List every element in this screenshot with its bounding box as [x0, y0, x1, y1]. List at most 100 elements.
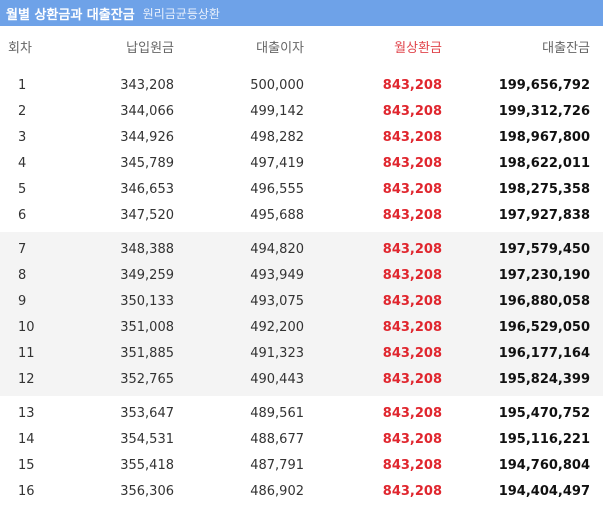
- cell-principal: 350,133: [60, 294, 174, 309]
- table-header: 회차 납입원금 대출이자 월상환금 대출잔금: [0, 26, 603, 66]
- cell-no: 13: [0, 406, 60, 421]
- table-row: 7 348,388 494,820 843,208 197,579,450: [0, 236, 603, 262]
- cell-principal: 348,388: [60, 242, 174, 257]
- cell-no: 16: [0, 484, 60, 499]
- section-title: 월별 상환금과 대출잔금: [6, 4, 135, 23]
- cell-balance: 195,470,752: [442, 406, 590, 421]
- cell-principal: 355,418: [60, 458, 174, 473]
- table-row: 4 345,789 497,419 843,208 198,622,011: [0, 150, 603, 176]
- cell-balance: 197,230,190: [442, 268, 590, 283]
- cell-balance: 194,760,804: [442, 458, 590, 473]
- table-row: 14 354,531 488,677 843,208 195,116,221: [0, 426, 603, 452]
- cell-principal: 347,520: [60, 208, 174, 223]
- cell-payment: 843,208: [304, 346, 442, 361]
- cell-interest: 486,902: [174, 484, 304, 499]
- cell-interest: 491,323: [174, 346, 304, 361]
- cell-principal: 351,008: [60, 320, 174, 335]
- cell-principal: 344,066: [60, 104, 174, 119]
- cell-balance: 197,927,838: [442, 208, 590, 223]
- table-row: 1 343,208 500,000 843,208 199,656,792: [0, 72, 603, 98]
- cell-interest: 487,791: [174, 458, 304, 473]
- cell-payment: 843,208: [304, 104, 442, 119]
- table-row: 12 352,765 490,443 843,208 195,824,399: [0, 366, 603, 392]
- cell-no: 12: [0, 372, 60, 387]
- cell-payment: 843,208: [304, 372, 442, 387]
- column-header-balance: 대출잔금: [442, 37, 590, 56]
- cell-payment: 843,208: [304, 78, 442, 93]
- cell-balance: 199,312,726: [442, 104, 590, 119]
- cell-payment: 843,208: [304, 130, 442, 145]
- cell-no: 11: [0, 346, 60, 361]
- cell-no: 8: [0, 268, 60, 283]
- cell-interest: 500,000: [174, 78, 304, 93]
- cell-balance: 195,116,221: [442, 432, 590, 447]
- table-row: 6 347,520 495,688 843,208 197,927,838: [0, 202, 603, 228]
- table-row: 3 344,926 498,282 843,208 198,967,800: [0, 124, 603, 150]
- cell-no: 14: [0, 432, 60, 447]
- cell-payment: 843,208: [304, 294, 442, 309]
- cell-balance: 196,529,050: [442, 320, 590, 335]
- cell-interest: 493,949: [174, 268, 304, 283]
- cell-interest: 493,075: [174, 294, 304, 309]
- column-header-no: 회차: [0, 37, 60, 56]
- cell-interest: 497,419: [174, 156, 304, 171]
- table-row: 9 350,133 493,075 843,208 196,880,058: [0, 288, 603, 314]
- cell-balance: 194,404,497: [442, 484, 590, 499]
- cell-principal: 344,926: [60, 130, 174, 145]
- schedule-table-body: 1 343,208 500,000 843,208 199,656,792 2 344,06…: [0, 66, 603, 508]
- cell-no: 9: [0, 294, 60, 309]
- cell-balance: 195,824,399: [442, 372, 590, 387]
- cell-payment: 843,208: [304, 406, 442, 421]
- cell-payment: 843,208: [304, 182, 442, 197]
- cell-payment: 843,208: [304, 268, 442, 283]
- cell-interest: 499,142: [174, 104, 304, 119]
- cell-principal: 351,885: [60, 346, 174, 361]
- cell-interest: 490,443: [174, 372, 304, 387]
- row-group: 1 343,208 500,000 843,208 199,656,792 2 344,06…: [0, 68, 603, 232]
- cell-interest: 488,677: [174, 432, 304, 447]
- cell-payment: 843,208: [304, 432, 442, 447]
- table-row: 10 351,008 492,200 843,208 196,529,050: [0, 314, 603, 340]
- table-row: 13 353,647 489,561 843,208 195,470,752: [0, 400, 603, 426]
- cell-payment: 843,208: [304, 320, 442, 335]
- cell-interest: 498,282: [174, 130, 304, 145]
- cell-balance: 198,622,011: [442, 156, 590, 171]
- cell-balance: 199,656,792: [442, 78, 590, 93]
- cell-principal: 352,765: [60, 372, 174, 387]
- cell-balance: 197,579,450: [442, 242, 590, 257]
- cell-no: 15: [0, 458, 60, 473]
- cell-principal: 349,259: [60, 268, 174, 283]
- table-row: 2 344,066 499,142 843,208 199,312,726: [0, 98, 603, 124]
- cell-no: 2: [0, 104, 60, 119]
- cell-no: 4: [0, 156, 60, 171]
- cell-balance: 196,880,058: [442, 294, 590, 309]
- column-header-interest: 대출이자: [174, 37, 304, 56]
- cell-payment: 843,208: [304, 242, 442, 257]
- cell-interest: 494,820: [174, 242, 304, 257]
- table-row: 5 346,653 496,555 843,208 198,275,358: [0, 176, 603, 202]
- cell-interest: 496,555: [174, 182, 304, 197]
- table-row: 8 349,259 493,949 843,208 197,230,190: [0, 262, 603, 288]
- cell-no: 10: [0, 320, 60, 335]
- cell-payment: 843,208: [304, 208, 442, 223]
- cell-interest: 492,200: [174, 320, 304, 335]
- cell-payment: 843,208: [304, 458, 442, 473]
- column-header-principal: 납입원금: [60, 37, 174, 56]
- cell-no: 1: [0, 78, 60, 93]
- cell-no: 7: [0, 242, 60, 257]
- cell-payment: 843,208: [304, 484, 442, 499]
- cell-no: 5: [0, 182, 60, 197]
- cell-principal: 356,306: [60, 484, 174, 499]
- cell-principal: 343,208: [60, 78, 174, 93]
- cell-principal: 345,789: [60, 156, 174, 171]
- cell-balance: 196,177,164: [442, 346, 590, 361]
- cell-principal: 353,647: [60, 406, 174, 421]
- cell-no: 6: [0, 208, 60, 223]
- cell-principal: 346,653: [60, 182, 174, 197]
- cell-no: 3: [0, 130, 60, 145]
- column-header-payment: 월상환금: [304, 37, 442, 56]
- cell-interest: 495,688: [174, 208, 304, 223]
- row-group: 7 348,388 494,820 843,208 197,579,450 8 349,25…: [0, 232, 603, 396]
- section-subtitle: 원리금균등상환: [143, 5, 220, 22]
- cell-balance: 198,967,800: [442, 130, 590, 145]
